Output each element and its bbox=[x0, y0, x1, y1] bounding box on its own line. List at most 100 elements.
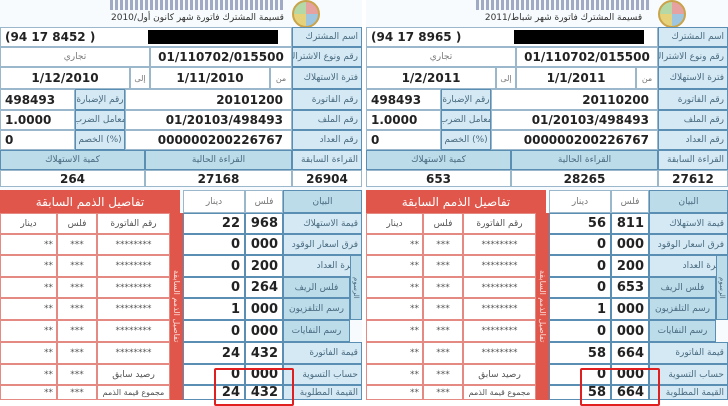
label-invoice-no: رقم الفاتورة bbox=[658, 89, 728, 110]
label-prev-reading: القراءة السابقة bbox=[658, 150, 728, 170]
arrears-dinar: ** bbox=[366, 277, 423, 298]
charge-label: القيمة المطلوبة bbox=[283, 385, 362, 400]
period-from-label: من bbox=[270, 67, 292, 89]
charge-dinar: 0 bbox=[549, 255, 611, 277]
multiplier-value: 1.0000 bbox=[0, 110, 75, 130]
arrears-dinar: ** bbox=[366, 234, 423, 255]
arrears-invoice: ******** bbox=[463, 277, 536, 298]
arrears-invoice-header: رقم الفاتورة bbox=[97, 213, 170, 234]
file-no-value: 01/20103/498493 bbox=[125, 110, 292, 130]
charge-label: رسم التلفزيون bbox=[649, 298, 716, 320]
arrears-invoice: ******** bbox=[97, 342, 170, 364]
charge-fils: 432 bbox=[245, 385, 283, 400]
bill-december-2010: قسيمة المشترك فاتورة شهر كانون أول/2010 ا… bbox=[0, 0, 362, 406]
meter-no-value: 000000200226767 bbox=[125, 130, 292, 150]
label-subscription: رقم ونوع الاشتراك bbox=[658, 47, 728, 67]
label-subscription: رقم ونوع الاشتراك bbox=[292, 47, 362, 67]
period-to-label: إلى bbox=[130, 67, 150, 89]
charge-fils: 264 bbox=[245, 277, 283, 298]
charge-label: قيمة الاستهلاك bbox=[649, 213, 728, 234]
charge-dinar: 22 bbox=[183, 213, 245, 234]
arrears-fils: *** bbox=[57, 385, 97, 400]
arrears-fils: *** bbox=[423, 385, 463, 400]
arrears-dinar: ** bbox=[366, 298, 423, 320]
consumption-value: 264 bbox=[0, 170, 145, 187]
fees-group-label: الرسوم bbox=[350, 255, 362, 320]
label-prev-reading: القراءة السابقة bbox=[292, 150, 362, 170]
arrears-fils: *** bbox=[423, 298, 463, 320]
arrears-title: تفاصيل الذمم السابقة bbox=[366, 190, 546, 213]
subscription-number: 01/110702/015500 bbox=[516, 47, 658, 67]
current-reading-label: القراءة الحالية bbox=[511, 150, 658, 170]
charge-fils: 000 bbox=[611, 298, 649, 320]
label-file-no: رقم الملف bbox=[658, 110, 728, 130]
arrears-total-label: مجموع قيمة الذمم bbox=[97, 385, 170, 400]
company-name-blur bbox=[110, 0, 285, 10]
arrears-invoice: ******** bbox=[97, 298, 170, 320]
multiplier-label: معامل الضرب bbox=[441, 110, 491, 130]
arrears-invoice: ******** bbox=[97, 277, 170, 298]
current-reading-value: 28265 bbox=[511, 170, 658, 187]
charge-label: فرق اسعار الوقود bbox=[283, 234, 362, 255]
arrears-invoice: ******** bbox=[463, 234, 536, 255]
dossier-no-label: رقم الإضبارة bbox=[441, 89, 491, 110]
charge-dinar: 58 bbox=[549, 342, 611, 364]
arrears-fils: *** bbox=[423, 320, 463, 342]
charge-label: القيمة المطلوبة bbox=[649, 385, 728, 400]
arrears-invoice: ******** bbox=[97, 234, 170, 255]
charge-label: رسم التلفزيون bbox=[283, 298, 350, 320]
label-period: فترة الاستهلاك bbox=[292, 67, 362, 89]
charge-fils: 000 bbox=[611, 320, 649, 342]
fils-header: فلس bbox=[245, 190, 283, 213]
arrears-side-label: تفاصيل الذمم السابقة bbox=[536, 213, 549, 400]
charge-label: فلس الريف bbox=[649, 277, 716, 298]
arrears-fils: *** bbox=[423, 342, 463, 364]
dinar-header: دينار bbox=[183, 190, 245, 213]
charge-fils: 200 bbox=[245, 255, 283, 277]
charge-label: فرق اسعار الوقود bbox=[649, 234, 728, 255]
previous-balance-label: رصيد سابق bbox=[463, 364, 536, 385]
arrears-fils: *** bbox=[423, 277, 463, 298]
charge-fils: 968 bbox=[245, 213, 283, 234]
arrears-fils: *** bbox=[57, 255, 97, 277]
label-invoice-no: رقم الفاتورة bbox=[292, 89, 362, 110]
charge-fils: 811 bbox=[611, 213, 649, 234]
meter-no-value: 000000200226767 bbox=[491, 130, 658, 150]
charge-dinar: 0 bbox=[549, 277, 611, 298]
arrears-fils: *** bbox=[57, 277, 97, 298]
company-name-blur bbox=[476, 0, 651, 10]
arrears-fils: *** bbox=[423, 255, 463, 277]
consumption-label: كمية الاستهلاك bbox=[0, 150, 145, 170]
redacted-name bbox=[514, 30, 644, 44]
charge-dinar: 0 bbox=[549, 320, 611, 342]
charge-dinar: 0 bbox=[183, 234, 245, 255]
discount-value: 0 bbox=[0, 130, 75, 150]
subscription-type: تجاري bbox=[366, 47, 516, 67]
dossier-no-label: رقم الإضبارة bbox=[75, 89, 125, 110]
previous-balance-label: رصيد سابق bbox=[97, 364, 170, 385]
dossier-no-value: 498493 bbox=[366, 89, 441, 110]
arrears-fils: *** bbox=[57, 234, 97, 255]
period-to-value: 1/2/2011 bbox=[366, 67, 496, 89]
period-to-value: 1/12/2010 bbox=[0, 67, 130, 89]
charge-label: رسم النفايات bbox=[283, 320, 350, 342]
current-reading-label: القراءة الحالية bbox=[145, 150, 292, 170]
arrears-dinar: ** bbox=[366, 255, 423, 277]
label-meter-no: رقم العداد bbox=[292, 130, 362, 150]
previous-reading-value: 27612 bbox=[658, 170, 728, 187]
charge-label: حساب التسوية bbox=[649, 364, 728, 385]
subscription-number: 01/110702/015500 bbox=[150, 47, 292, 67]
charge-label: قيمة الاستهلاك bbox=[283, 213, 362, 234]
charge-label: حساب التسوية bbox=[283, 364, 362, 385]
charge-label: رسم النفايات bbox=[649, 320, 716, 342]
arrears-dinar: ** bbox=[0, 364, 57, 385]
arrears-invoice: ******** bbox=[463, 320, 536, 342]
arrears-fils: *** bbox=[57, 298, 97, 320]
arrears-dinar: ** bbox=[0, 234, 57, 255]
invoice-no-value: 20101200 bbox=[125, 89, 292, 110]
dossier-no-value: 498493 bbox=[0, 89, 75, 110]
charge-fils: 432 bbox=[245, 342, 283, 364]
charge-fils: 000 bbox=[245, 298, 283, 320]
charge-fils: 000 bbox=[245, 234, 283, 255]
arrears-title: تفاصيل الذمم السابقة bbox=[0, 190, 180, 213]
